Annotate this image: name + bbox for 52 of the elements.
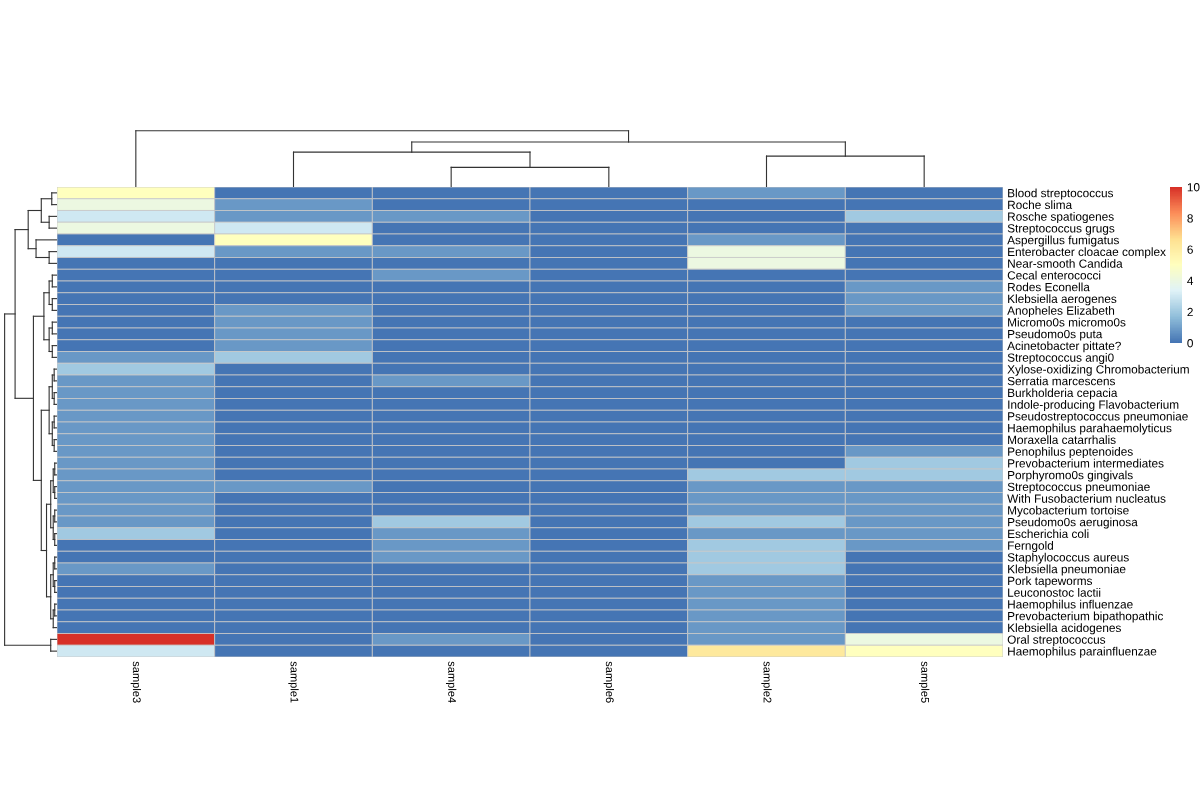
y-tick-label: Leuconostoc lactii xyxy=(1008,588,1101,597)
y-tick-label: Prevobacterium intermediates xyxy=(1008,458,1164,468)
y-tick-label: Cecal enterococci xyxy=(1007,270,1101,280)
y-tick-label: Haemophilus parahaemolyticus xyxy=(1008,423,1172,435)
color-bar-label: 4 xyxy=(1187,276,1194,285)
y-tick-label: Burkholderia cepacia xyxy=(1008,388,1118,400)
y-tick-label: Serratia marcescens xyxy=(1007,376,1115,386)
x-tick-label: sample1 xyxy=(288,661,299,703)
y-tick-label: Haemophilus influenzae xyxy=(1008,599,1133,611)
y-tick-label: Pseudomo0s puta xyxy=(1008,329,1103,341)
y-tick-label: Moraxella catarrhalis xyxy=(1008,435,1116,445)
y-tick-label: Near-smooth Candida xyxy=(1008,259,1123,268)
y-tick-label: Oral streptococcus xyxy=(1007,635,1106,647)
y-tick-label: Pseudomo0s aeruginosa xyxy=(1008,517,1138,529)
y-tick-label: Xylose-oxidizing Chromobacterium xyxy=(1007,364,1189,376)
y-tick-label: Prevobacterium bipathopathic xyxy=(1008,611,1164,623)
y-tick-label: Streptococcus grugs xyxy=(1007,224,1115,235)
y-tick-label: Porphyromo0s gingivals xyxy=(1008,470,1133,482)
x-tick-label: sample2 xyxy=(761,661,772,703)
y-tick-label: Blood streptococcus xyxy=(1008,188,1114,200)
color-bar-label: 0 xyxy=(1187,339,1193,348)
y-tick-label: Klebsiella aerogenes xyxy=(1008,294,1117,306)
color-bar-label: 2 xyxy=(1187,307,1193,317)
y-tick-label: Escherichia coli xyxy=(1008,529,1089,539)
y-tick-label: Anopheles Elizabeth xyxy=(1007,306,1115,318)
y-tick-label: Roche slima xyxy=(1008,200,1073,210)
y-tick-label: Rodes Econella xyxy=(1008,282,1090,292)
y-tick-label: Penophilus peptenoides xyxy=(1008,447,1133,459)
y-tick-label: Indole-producing Flavobacterium xyxy=(1008,400,1179,412)
y-tick-label: Ferngold xyxy=(1008,541,1053,553)
x-tick-label: sample5 xyxy=(918,661,930,703)
x-tick-label: sample3 xyxy=(130,661,142,703)
y-tick-label: With Fusobacterium nucleatus xyxy=(1007,494,1166,503)
color-bar-label: 8 xyxy=(1187,214,1193,223)
y-tick-label: Haemophilus parainfluenzae xyxy=(1008,646,1157,658)
x-tick-label: sample4 xyxy=(445,661,457,703)
color-bar-label: 6 xyxy=(1187,245,1193,254)
x-tick-label: sample6 xyxy=(603,661,615,703)
y-tick-label: Streptococcus angi0 xyxy=(1007,353,1114,365)
y-tick-label: Rosche spatiogenes xyxy=(1008,212,1114,224)
y-tick-label: Micromo0s micromo0s xyxy=(1008,317,1126,327)
y-tick-label: Acinetobacter pittate? xyxy=(1007,341,1121,353)
y-tick-label: Streptococcus pneumoniae xyxy=(1007,482,1150,494)
y-tick-label: Pork tapeworms xyxy=(1008,576,1093,588)
y-tick-label: Aspergillus fumigatus xyxy=(1007,235,1119,247)
y-tick-label: Mycobacterium tortoise xyxy=(1008,505,1129,517)
y-tick-label: Klebsiella pneumoniae xyxy=(1008,564,1126,576)
y-tick-label: Pseudostreptococcus pneumoniae xyxy=(1008,411,1188,423)
y-tick-label: Enterobacter cloacae complex xyxy=(1008,247,1166,259)
color-bar-label: 10 xyxy=(1187,183,1200,192)
y-tick-label: Staphylococcus aureus xyxy=(1007,552,1129,564)
y-tick-label: Klebsiella acidogenes xyxy=(1008,623,1121,635)
